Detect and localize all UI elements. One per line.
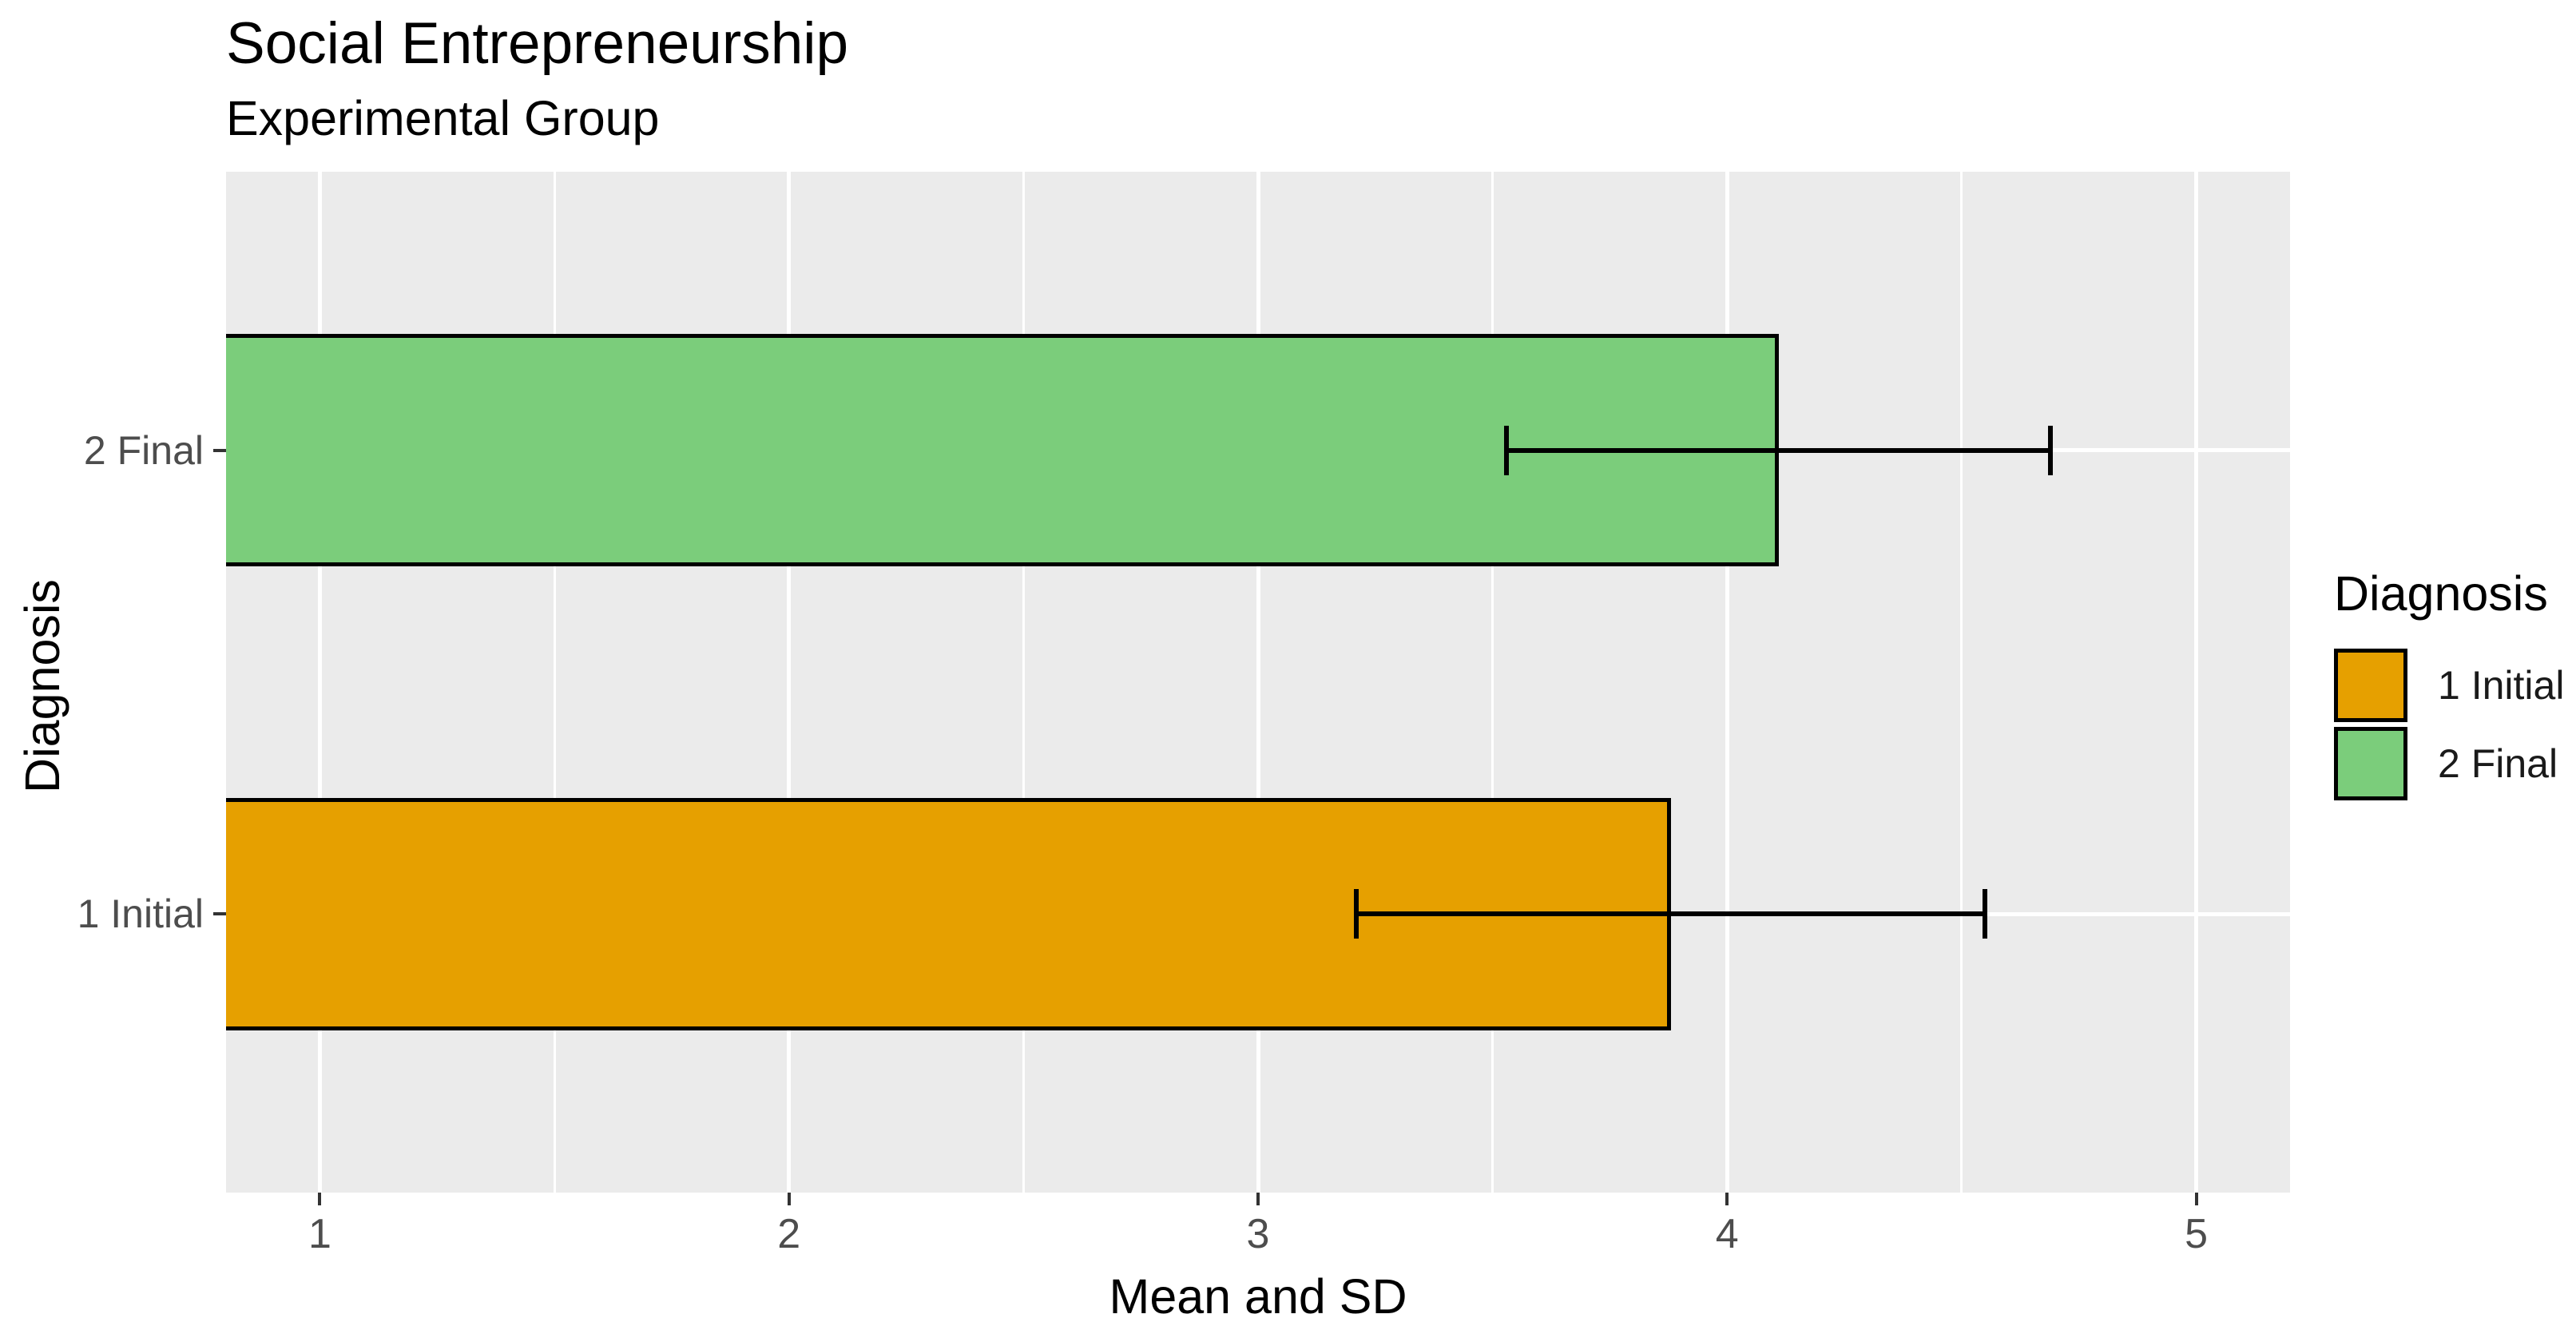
legend-key-1-initial (2334, 649, 2407, 722)
x-tick-label-2: 2 (777, 1211, 801, 1257)
x-gridline-major-2 (787, 172, 792, 1193)
x-gridline-major-3 (1256, 172, 1260, 1193)
error-bar-1-initial (1356, 911, 1986, 917)
x-tick-label-3: 3 (1246, 1211, 1270, 1257)
x-gridline-minor-4.5 (1960, 172, 1963, 1193)
error-bar-cap-low-1-initial (1354, 889, 1359, 939)
legend-title: Diagnosis (2334, 566, 2548, 621)
error-bar-cap-high-2-final (2048, 425, 2054, 475)
chart-title: Social Entrepreneurship (226, 11, 849, 76)
y-tick-2-final (213, 448, 226, 452)
x-gridline-minor-3.5 (1491, 172, 1494, 1193)
x-tick-1 (318, 1193, 322, 1205)
legend-key-2-final (2334, 727, 2407, 800)
error-bar-cap-low-2-final (1504, 425, 1510, 475)
y-axis-title: Diagnosis (15, 579, 69, 793)
x-axis-title: Mean and SD (1109, 1269, 1407, 1318)
x-gridline-major-1 (317, 172, 322, 1193)
error-bar-2-final (1506, 447, 2051, 453)
legend-entries: 1 Initial 2 Final (2334, 649, 2564, 800)
legend-label-2-final: 2 Final (2438, 741, 2558, 786)
x-tick-2 (787, 1193, 791, 1205)
x-tick-4 (1725, 1193, 1729, 1205)
y-tick-label-2-final: 2 Final (83, 427, 204, 473)
legend-entry-2-final: 2 Final (2334, 727, 2564, 800)
x-gridline-minor-2.5 (1022, 172, 1025, 1193)
x-gridline-minor-1.5 (553, 172, 556, 1193)
x-gridline-major-4 (1725, 172, 1729, 1193)
legend-label-1-initial: 1 Initial (2438, 663, 2565, 708)
legend: Diagnosis 1 Initial 2 Final (2334, 566, 2564, 805)
y-tick-label-1-initial: 1 Initial (77, 891, 204, 937)
x-tick-3 (1256, 1193, 1260, 1205)
legend-entry-1-initial: 1 Initial (2334, 649, 2564, 722)
error-bar-cap-high-1-initial (1983, 889, 1988, 939)
x-tick-5 (2194, 1193, 2198, 1205)
x-tick-label-1: 1 (308, 1211, 331, 1257)
x-tick-label-5: 5 (2185, 1211, 2208, 1257)
y-tick-1-initial (213, 912, 226, 916)
chart-subtitle: Experimental Group (226, 91, 660, 145)
x-gridline-major-5 (2194, 172, 2199, 1193)
x-tick-label-4: 4 (1715, 1211, 1739, 1257)
